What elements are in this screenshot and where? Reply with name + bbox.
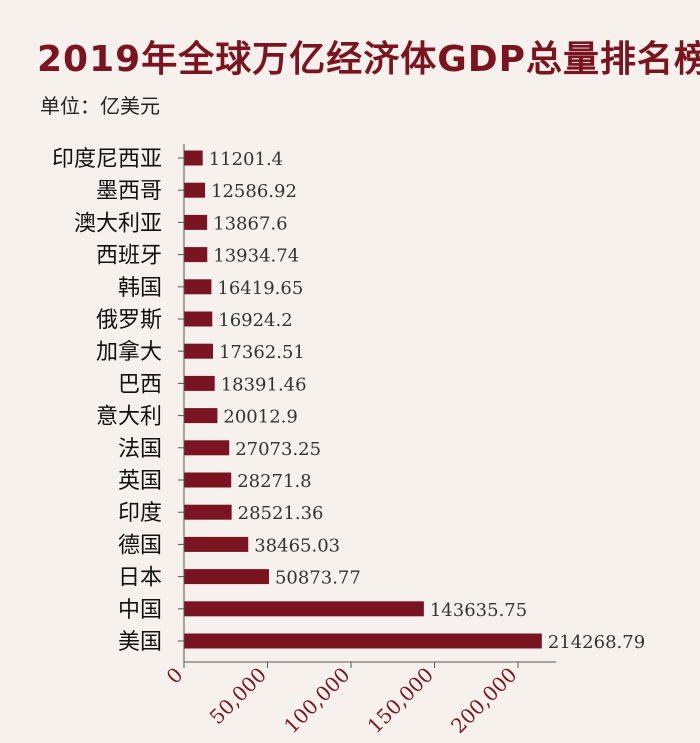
value-label: 20012.9 <box>223 407 297 428</box>
category-label: 意大利 <box>96 405 162 430</box>
value-label: 16419.65 <box>217 278 303 299</box>
value-label: 28271.8 <box>237 471 311 492</box>
bar <box>184 279 212 295</box>
value-label: 13934.74 <box>213 246 299 267</box>
x-tick-label: 200,000 <box>446 663 521 738</box>
bar <box>184 472 232 488</box>
chart-subtitle-unit: 单位：亿美元 <box>40 94 160 118</box>
category-label: 澳大利亚 <box>74 211 162 236</box>
bar <box>184 311 213 327</box>
category-label: 德国 <box>118 533 162 558</box>
category-label: 西班牙 <box>96 244 162 269</box>
x-tick-label: 50,000 <box>205 663 271 729</box>
value-label: 17362.51 <box>219 342 305 363</box>
value-label: 27073.25 <box>235 439 321 460</box>
category-label: 日本 <box>118 566 162 591</box>
x-tick-label: 100,000 <box>279 663 354 738</box>
value-label: 214268.79 <box>548 632 645 653</box>
value-label: 16924.2 <box>218 310 292 331</box>
value-label: 12586.92 <box>211 181 297 202</box>
category-label: 中国 <box>118 598 162 623</box>
value-label: 143635.75 <box>430 600 527 621</box>
bar <box>184 601 424 617</box>
bars-layer: 印度尼西亚 11201.4 墨西哥 12586.92 澳大利亚 13867.6 西班牙 139… <box>52 147 645 655</box>
value-label: 38465.03 <box>254 535 340 556</box>
bottom-note <box>0 728 700 743</box>
bar <box>184 633 542 649</box>
bar <box>184 343 213 359</box>
bar <box>184 440 230 456</box>
category-label: 法国 <box>118 437 162 462</box>
bar <box>184 536 249 552</box>
category-label: 加拿大 <box>96 339 162 365</box>
category-label: 英国 <box>118 469 162 494</box>
category-label: 印度尼西亚 <box>52 147 162 172</box>
category-label: 印度 <box>118 501 162 526</box>
bar <box>184 214 208 230</box>
value-label: 18391.46 <box>221 374 307 395</box>
bar <box>184 247 208 263</box>
bar <box>184 408 218 424</box>
bar <box>184 375 215 391</box>
category-label: 美国 <box>118 630 162 655</box>
chart-title: 2019年全球万亿经济体GDP总量排名榜 <box>37 39 700 80</box>
category-label: 巴西 <box>118 372 162 397</box>
category-label: 韩国 <box>118 276 162 301</box>
bar <box>184 504 232 520</box>
bar <box>184 182 206 198</box>
x-tick-label: 150,000 <box>363 663 438 738</box>
bar <box>184 150 203 166</box>
value-label: 13867.6 <box>213 213 287 234</box>
category-label: 墨西哥 <box>96 179 162 204</box>
value-label: 11201.4 <box>209 149 283 170</box>
value-label: 50873.77 <box>275 568 361 589</box>
value-label: 28521.36 <box>238 503 324 524</box>
bar <box>184 569 269 585</box>
category-label: 俄罗斯 <box>96 308 162 333</box>
